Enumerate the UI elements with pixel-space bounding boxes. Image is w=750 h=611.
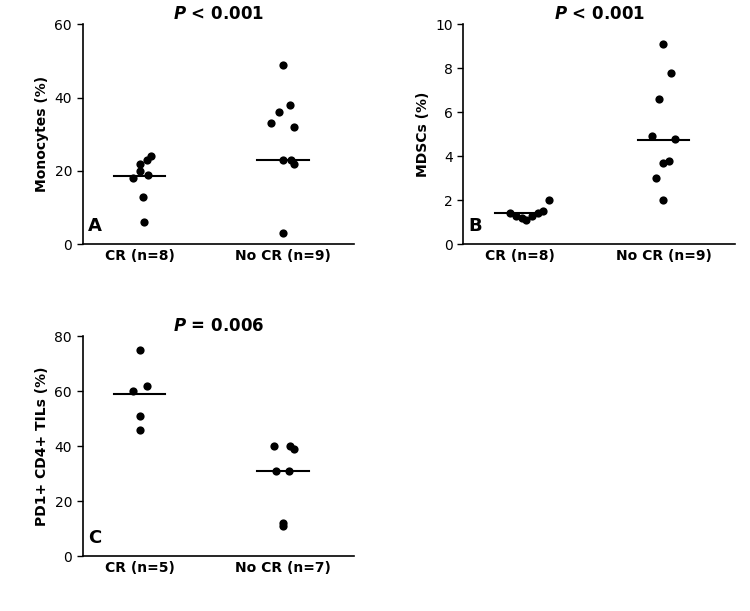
Point bbox=[537, 207, 549, 216]
Point bbox=[532, 208, 544, 218]
Point bbox=[284, 100, 296, 110]
Point bbox=[650, 174, 662, 183]
Point bbox=[127, 386, 139, 396]
Point bbox=[658, 158, 670, 167]
Point bbox=[141, 155, 153, 165]
Point bbox=[663, 156, 675, 166]
Point bbox=[283, 466, 295, 476]
Text: A: A bbox=[88, 218, 102, 235]
Point bbox=[277, 518, 289, 528]
Point bbox=[134, 345, 146, 355]
Title: $\bfit{P}$ = 0.006: $\bfit{P}$ = 0.006 bbox=[172, 316, 264, 335]
Title: $\bfit{P}$ < 0.001: $\bfit{P}$ < 0.001 bbox=[173, 5, 264, 23]
Point bbox=[288, 159, 300, 169]
Point bbox=[136, 192, 148, 202]
Point bbox=[520, 215, 532, 225]
Point bbox=[272, 108, 284, 117]
Point bbox=[653, 94, 665, 104]
Point bbox=[669, 134, 681, 144]
Point bbox=[510, 211, 522, 221]
Point bbox=[142, 170, 154, 180]
Point bbox=[134, 425, 146, 434]
Point bbox=[138, 218, 150, 227]
Point bbox=[286, 155, 298, 165]
Point bbox=[646, 131, 658, 141]
Point bbox=[516, 213, 528, 222]
Point bbox=[504, 208, 516, 218]
Point bbox=[134, 159, 146, 169]
Point bbox=[277, 229, 289, 238]
Point bbox=[288, 122, 300, 132]
Point bbox=[658, 196, 670, 205]
Point bbox=[658, 39, 670, 49]
Y-axis label: Monocytes (%): Monocytes (%) bbox=[35, 76, 49, 192]
Point bbox=[526, 211, 538, 221]
Text: C: C bbox=[88, 529, 101, 547]
Point bbox=[266, 119, 278, 128]
Point bbox=[134, 411, 146, 421]
Point bbox=[277, 155, 289, 165]
Text: B: B bbox=[469, 218, 482, 235]
Point bbox=[664, 68, 676, 78]
Point bbox=[141, 381, 153, 390]
Point bbox=[277, 60, 289, 70]
Point bbox=[134, 166, 146, 176]
Point bbox=[146, 152, 158, 161]
Title: $\bfit{P}$ < 0.001: $\bfit{P}$ < 0.001 bbox=[554, 5, 644, 23]
Point bbox=[270, 466, 282, 476]
Y-axis label: MDSCs (%): MDSCs (%) bbox=[416, 92, 430, 177]
Point bbox=[268, 441, 280, 451]
Point bbox=[284, 441, 296, 451]
Point bbox=[127, 174, 139, 183]
Point bbox=[288, 444, 300, 454]
Y-axis label: PD1+ CD4+ TILs (%): PD1+ CD4+ TILs (%) bbox=[35, 367, 49, 526]
Point bbox=[543, 196, 555, 205]
Point bbox=[277, 521, 289, 531]
